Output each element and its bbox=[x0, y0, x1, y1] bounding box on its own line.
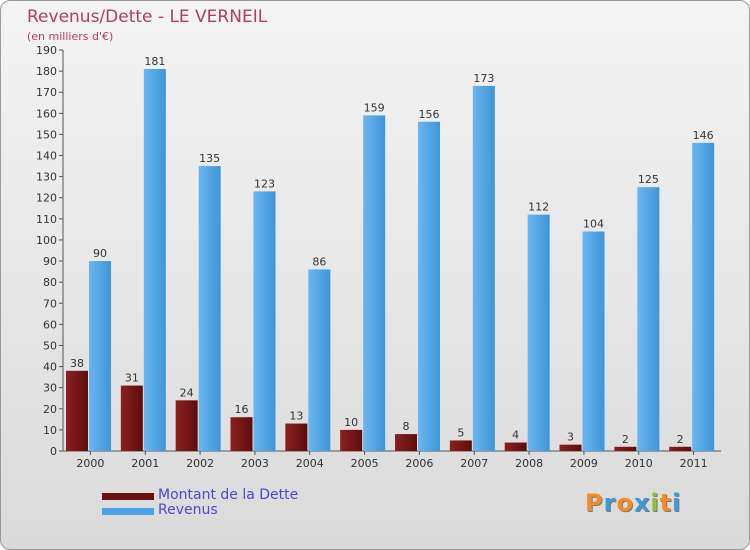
revenus-value-label: 125 bbox=[638, 173, 659, 186]
x-tick-label: 2000 bbox=[76, 457, 104, 470]
chart-title: Revenus/Dette - LE VERNEIL bbox=[27, 7, 268, 27]
dette-value-label: 10 bbox=[344, 416, 358, 429]
revenus-bar bbox=[418, 121, 440, 451]
dette-bar bbox=[340, 429, 363, 451]
x-tick-label: 2004 bbox=[296, 457, 324, 470]
revenus-bar bbox=[143, 68, 166, 451]
dette-value-label: 5 bbox=[457, 426, 464, 439]
dette-bar bbox=[120, 385, 143, 451]
y-tick-label: 60 bbox=[43, 318, 57, 331]
dette-bar bbox=[175, 400, 198, 451]
dette-value-label: 8 bbox=[403, 420, 410, 433]
dette-bar bbox=[614, 446, 637, 451]
revenus-bar bbox=[692, 142, 715, 451]
y-tick-label: 100 bbox=[36, 234, 57, 247]
x-tick-label: 2009 bbox=[570, 457, 598, 470]
logo-letter: i bbox=[650, 489, 660, 517]
revenus-value-label: 159 bbox=[364, 101, 385, 114]
y-tick-label: 130 bbox=[36, 171, 57, 184]
y-tick-label: 70 bbox=[43, 297, 57, 310]
revenus-bar bbox=[253, 191, 276, 451]
x-tick-label: 2001 bbox=[131, 457, 159, 470]
proxiti-logo: Proxiti bbox=[585, 489, 681, 517]
y-tick-label: 80 bbox=[43, 276, 57, 289]
revenus-value-label: 112 bbox=[528, 201, 549, 214]
dette-bar bbox=[449, 440, 472, 451]
revenus-value-label: 86 bbox=[312, 255, 326, 268]
y-tick-label: 40 bbox=[43, 361, 57, 374]
revenus-bar bbox=[198, 166, 221, 451]
y-tick-label: 90 bbox=[43, 255, 57, 268]
logo-letter: P bbox=[585, 489, 604, 517]
x-tick-label: 2010 bbox=[625, 457, 653, 470]
y-tick-label: 20 bbox=[43, 403, 57, 416]
legend-swatch-revenus bbox=[102, 508, 154, 515]
chart-subtitle: (en milliers d'€) bbox=[27, 30, 114, 43]
revenus-value-label: 104 bbox=[583, 218, 604, 231]
dette-value-label: 4 bbox=[512, 429, 519, 442]
revenus-value-label: 90 bbox=[93, 247, 107, 260]
legend-swatch-dette bbox=[102, 493, 154, 500]
dette-bar bbox=[285, 423, 308, 451]
revenus-bar bbox=[363, 115, 386, 451]
revenus-bar bbox=[89, 261, 111, 451]
dette-value-label: 2 bbox=[677, 433, 684, 446]
revenus-value-label: 135 bbox=[199, 152, 220, 165]
dette-value-label: 24 bbox=[180, 386, 194, 399]
logo-letter: x bbox=[633, 489, 651, 517]
legend-label-revenus: Revenus bbox=[158, 502, 218, 518]
revenus-value-label: 156 bbox=[419, 108, 440, 121]
revenus-bar bbox=[582, 231, 605, 451]
x-tick-label: 2005 bbox=[351, 457, 379, 470]
dette-value-label: 2 bbox=[622, 433, 629, 446]
revenus-bar bbox=[527, 214, 550, 451]
dette-value-label: 38 bbox=[70, 357, 84, 370]
x-tick-label: 2008 bbox=[515, 457, 543, 470]
dette-bar bbox=[504, 442, 527, 451]
y-tick-label: 30 bbox=[43, 382, 57, 395]
revenus-bar bbox=[308, 269, 331, 451]
logo-letter: r bbox=[603, 489, 617, 517]
dette-bar bbox=[669, 446, 692, 451]
y-tick-label: 190 bbox=[36, 44, 57, 57]
logo-letter: o bbox=[616, 489, 634, 517]
dette-bar bbox=[559, 444, 582, 451]
legend-label-dette: Montant de la Dette bbox=[158, 487, 299, 503]
dette-bar bbox=[66, 370, 88, 451]
dette-bar bbox=[230, 417, 253, 451]
y-tick-label: 50 bbox=[43, 339, 57, 352]
dette-value-label: 31 bbox=[125, 372, 139, 385]
x-tick-label: 2003 bbox=[241, 457, 269, 470]
dette-value-label: 3 bbox=[567, 431, 574, 444]
dette-value-label: 16 bbox=[235, 403, 249, 416]
y-tick-label: 170 bbox=[36, 86, 57, 99]
logo-letter: t bbox=[659, 489, 673, 517]
revenus-bar bbox=[637, 187, 660, 451]
y-tick-label: 180 bbox=[36, 65, 57, 78]
y-tick-label: 150 bbox=[36, 128, 57, 141]
revenus-value-label: 123 bbox=[254, 177, 275, 190]
y-tick-label: 0 bbox=[50, 445, 57, 458]
dette-value-label: 13 bbox=[289, 410, 303, 423]
y-tick-label: 120 bbox=[36, 192, 57, 205]
logo-letter: i bbox=[672, 489, 682, 517]
x-tick-label: 2011 bbox=[680, 457, 708, 470]
revenus-value-label: 173 bbox=[473, 72, 494, 85]
x-tick-label: 2002 bbox=[186, 457, 214, 470]
y-tick-label: 140 bbox=[36, 150, 57, 163]
revenus-bar bbox=[472, 85, 495, 452]
y-tick-label: 160 bbox=[36, 107, 57, 120]
revenus-value-label: 181 bbox=[144, 55, 165, 68]
y-tick-label: 110 bbox=[36, 213, 57, 226]
x-tick-label: 2006 bbox=[405, 457, 433, 470]
x-tick-label: 2007 bbox=[460, 457, 488, 470]
y-tick-label: 10 bbox=[43, 424, 57, 437]
dette-bar bbox=[395, 434, 417, 451]
revenus-value-label: 146 bbox=[693, 129, 714, 142]
